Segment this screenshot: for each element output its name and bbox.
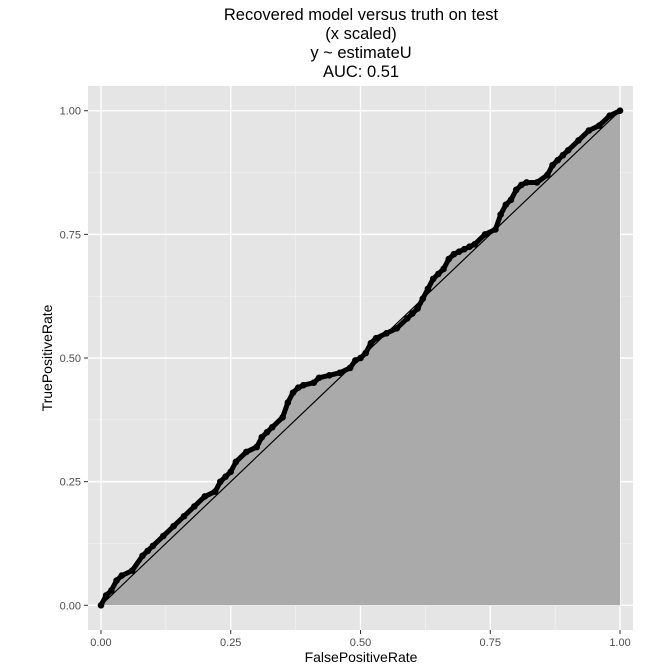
chart-title-line-1: Recovered model versus truth on test (224, 6, 499, 24)
roc-point (440, 265, 447, 273)
roc-point (414, 305, 421, 312)
roc-point (118, 572, 126, 579)
roc-point (227, 468, 235, 476)
roc-point (170, 522, 177, 530)
roc-point (357, 354, 364, 362)
roc-point (294, 384, 302, 391)
roc-point (263, 428, 271, 436)
roc-point (102, 592, 110, 599)
roc-point (549, 161, 556, 169)
roc-point (211, 488, 219, 495)
roc-point (232, 458, 240, 466)
roc-point (149, 542, 157, 550)
roc-point (512, 186, 520, 194)
roc-points-layer (97, 107, 624, 609)
axis-ticks: 0.00 0.25 0.50 0.75 1.00 0.00 0.25 0.50 0.75 1.00 (60, 106, 631, 649)
roc-point (507, 196, 515, 204)
x-tick-label: 0.00 (90, 637, 111, 649)
chart-title-line-3: y ~ estimateU (310, 44, 411, 62)
x-axis-title: FalsePositiveRate (305, 649, 418, 665)
roc-point (606, 112, 613, 119)
y-tick-label: 0.75 (60, 229, 81, 241)
roc-point (393, 325, 401, 332)
roc-point (367, 339, 375, 347)
roc-point (284, 399, 292, 406)
roc-point (481, 231, 489, 238)
roc-point (300, 381, 307, 389)
roc-point (315, 374, 323, 382)
roc-point (445, 255, 453, 263)
x-tick-label: 0.75 (480, 637, 501, 649)
roc-point (97, 601, 105, 609)
roc-point (289, 389, 297, 396)
roc-point (559, 151, 567, 159)
roc-point (497, 211, 504, 218)
y-axis-title: TruePositiveRate (39, 304, 55, 411)
roc-point (554, 156, 562, 164)
roc-point (533, 179, 541, 186)
roc-point (403, 315, 411, 322)
roc-point (222, 473, 229, 480)
roc-point (336, 369, 344, 377)
roc-point (139, 552, 146, 560)
roc-point (585, 127, 593, 134)
roc-point (429, 275, 437, 283)
roc-point (471, 240, 478, 248)
roc-point (450, 250, 458, 258)
roc-point (253, 443, 260, 451)
roc-point (544, 171, 551, 179)
roc-point (595, 122, 603, 129)
roc-point (383, 329, 390, 337)
roc-point (268, 423, 276, 431)
roc-point (113, 577, 120, 584)
y-tick-label: 0.00 (60, 600, 81, 612)
y-tick-label: 0.50 (60, 353, 81, 365)
roc-point (217, 478, 224, 485)
y-tick-label: 1.00 (60, 106, 81, 118)
y-tick-label: 0.25 (60, 477, 81, 489)
roc-point (180, 512, 188, 520)
roc-point (279, 414, 286, 421)
roc-point (362, 349, 369, 357)
roc-point (435, 270, 442, 278)
roc-point (419, 295, 427, 302)
x-tick-label: 1.00 (609, 637, 630, 649)
roc-point (616, 107, 624, 115)
roc-point (372, 334, 380, 342)
roc-point (564, 146, 572, 154)
roc-point (409, 310, 416, 317)
roc-point (461, 245, 468, 253)
roc-point (201, 493, 209, 500)
roc-point (455, 248, 463, 255)
roc-point (518, 181, 525, 189)
roc-point (191, 503, 198, 510)
roc-point (523, 179, 530, 186)
roc-point (502, 201, 510, 208)
roc-point (144, 547, 151, 555)
roc-point (310, 379, 318, 387)
roc-point (346, 364, 354, 372)
chart-title-line-2: (x scaled) (325, 25, 397, 43)
roc-point (424, 285, 432, 293)
roc-point (326, 372, 333, 379)
roc-point (258, 433, 266, 441)
roc-point (243, 448, 250, 456)
x-tick-label: 0.25 (220, 637, 241, 649)
roc-point (108, 587, 115, 594)
roc-point (159, 532, 167, 540)
chart-title-line-4: AUC: 0.51 (323, 63, 399, 81)
roc-point (128, 567, 136, 574)
roc-point (492, 226, 499, 233)
roc-point (466, 243, 473, 251)
x-tick-label: 0.50 (350, 637, 371, 649)
roc-point (575, 137, 582, 144)
roc-point (352, 357, 359, 364)
